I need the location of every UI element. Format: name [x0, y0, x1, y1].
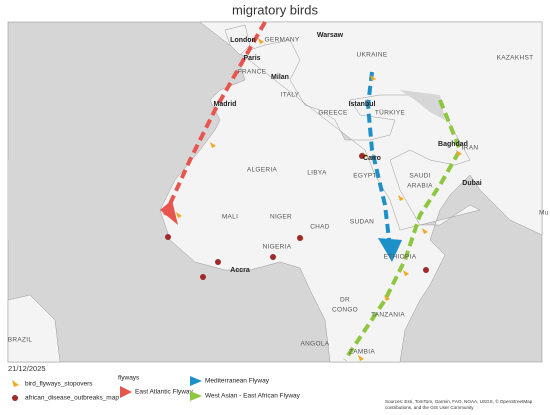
legend-label: Mediterranean Flyway [205, 378, 270, 385]
east-atlantic-flyway [163, 21, 267, 216]
title: migratory birds [232, 2, 318, 17]
map-labels: London GERMANY Warsaw UKRAINE KAZAKHST Paris F… [8, 32, 549, 356]
country-label: ARABIA [407, 183, 433, 190]
city-label: Istanbul [349, 101, 376, 108]
land [7, 294, 61, 363]
flyway-arrow [378, 238, 402, 262]
country-label: GREECE [318, 110, 348, 117]
outbreaks [165, 153, 429, 280]
outbreak [270, 254, 276, 260]
country-label: ITALY [281, 92, 300, 99]
country-label: NIGER [270, 214, 292, 221]
country-label: EGYPT [353, 173, 377, 180]
country-label: SAUDI [409, 173, 430, 180]
city-label: Milan [271, 74, 289, 81]
ocean [8, 22, 40, 240]
city-label: Warsaw [317, 32, 344, 39]
country-label: UKRAINE [357, 52, 388, 59]
city-label: Cairo [363, 155, 381, 162]
city-label: Dubai [462, 180, 482, 187]
country-label: Mu [539, 210, 549, 217]
attribution: contributions, and the GIS User Communit… [385, 405, 474, 410]
mediterranean-flyway [365, 71, 392, 249]
legend-icon [120, 386, 132, 398]
land [224, 24, 251, 56]
city-label: Madrid [214, 101, 237, 108]
outbreak [359, 153, 365, 159]
country-label: TANZANIA [371, 312, 405, 319]
outbreak [165, 234, 171, 240]
country-label: ALGERIA [247, 167, 278, 174]
country-label: CHAD [310, 224, 330, 231]
country-label: BRAZIL [8, 337, 33, 344]
outbreak [200, 274, 206, 280]
outbreak [423, 267, 429, 273]
country-label: FRANCE [238, 69, 267, 76]
attribution: Sources: Esri, TomTom, Garmin, FAO, NOAA… [385, 398, 533, 404]
map: London GERMANY Warsaw UKRAINE KAZAKHST Paris F… [7, 21, 549, 363]
legend-title: flyways [118, 375, 140, 382]
country-label: NIGERIA [263, 244, 292, 251]
country-label: LIBYA [307, 170, 327, 177]
city-label: Baghdad [438, 141, 468, 148]
date: 21/12/2025 [8, 364, 46, 373]
country-label: ZAMBIA [349, 349, 375, 356]
outbreak [297, 235, 303, 241]
legend-icon [190, 376, 202, 386]
city-label: Accra [230, 267, 250, 274]
country-label: CONGO [332, 307, 358, 314]
caspian [400, 90, 445, 120]
legend-label: East Atlantic Flyway [135, 389, 194, 396]
country-label: TÜRKIYE [375, 109, 406, 117]
country-label: MALI [222, 214, 238, 221]
west-asian-east-african-flyway [343, 99, 463, 362]
legend-icon [12, 395, 18, 401]
country-label: DR [340, 297, 350, 304]
country-label: SUDAN [350, 219, 374, 226]
city-label: London [230, 37, 256, 44]
country-label: IRAN [462, 145, 479, 152]
country-label: GERMANY [265, 37, 300, 44]
country-label: ETHIOPIA [384, 254, 417, 261]
flyway-arrow [160, 200, 178, 225]
legend-label: bird_flyways_stopovers [25, 381, 93, 388]
legend-icon [12, 380, 19, 387]
legend-icon [190, 391, 202, 401]
land [159, 21, 543, 363]
country-label: ANGOLA [301, 341, 330, 348]
city-label: Paris [243, 55, 260, 62]
outbreak [215, 259, 221, 265]
country-label: KAZAKHST [497, 55, 534, 62]
legend-label: african_disease_outbreaks_map [25, 395, 119, 402]
legend-label: West Asian - East African Flyway [205, 393, 301, 400]
